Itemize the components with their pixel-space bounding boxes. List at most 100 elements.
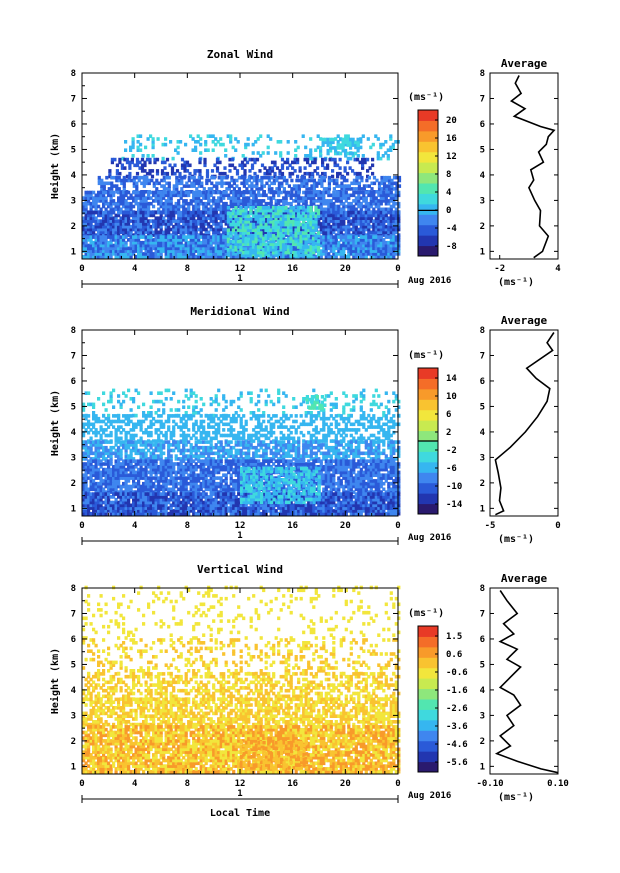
y-tick-label: 1 (71, 247, 76, 257)
x-tick-label: 8 (185, 264, 190, 274)
y-tick-label: 6 (71, 120, 76, 130)
y-tick-label: 6 (71, 635, 76, 645)
colorbar-segment (418, 224, 438, 236)
date-marker: 1 (237, 274, 242, 284)
colorbar-segment (418, 172, 438, 184)
colorbar-segment (418, 657, 438, 669)
colorbar-tick-label: 4 (446, 188, 452, 198)
colorbar-segment (418, 751, 438, 763)
colorbar-tick-label: 14 (446, 374, 457, 384)
profile-y-tick-label: 1 (480, 504, 485, 514)
panel-title: Meridional Wind (190, 305, 289, 318)
x-tick-label: 12 (235, 521, 246, 531)
colorbar-tick-label: -2.6 (446, 704, 468, 714)
profile-frame (489, 587, 559, 775)
colorbar-segment (418, 162, 438, 174)
colorbar-segment (418, 141, 438, 153)
profile-y-tick-label: 3 (480, 453, 485, 463)
profile-y-tick-label: 4 (480, 686, 486, 696)
colorbar-segment (418, 461, 438, 473)
colorbar-unit: (ms⁻¹) (408, 350, 444, 361)
profile-y-tick-label: 5 (480, 145, 485, 155)
x-tick-label: 16 (287, 264, 298, 274)
colorbar (418, 368, 438, 515)
profile-frame (489, 329, 559, 517)
x-tick-label: 16 (287, 521, 298, 531)
profile-y-tick-label: 4 (480, 171, 486, 181)
x-tick-label: 0 (395, 521, 400, 531)
colorbar-segment (418, 667, 438, 679)
colorbar-segment (418, 183, 438, 194)
profile-y-tick-label: 2 (480, 737, 485, 747)
colorbar-segment (418, 719, 438, 731)
profile-line (494, 332, 555, 516)
x-tick-label: 0 (395, 779, 400, 789)
colorbar-tick-label: -4 (446, 224, 457, 234)
colorbar-segment (418, 472, 438, 484)
x-tick-label: 20 (340, 521, 351, 531)
colorbar-tick-label: 16 (446, 134, 457, 144)
colorbar-tick-label: -3.6 (446, 722, 468, 732)
colorbar-frame (417, 109, 439, 257)
x-tick-label: 0 (79, 521, 84, 531)
colorbar-tick-label: -4.6 (446, 740, 468, 750)
date-label: Aug 2016 (408, 276, 451, 286)
colorbar-segment (418, 409, 438, 421)
colorbar-segment (418, 388, 438, 400)
colorbar-tick-label: 10 (446, 392, 457, 402)
y-tick-label: 2 (71, 222, 76, 232)
colorbar-segment (418, 368, 438, 379)
x-tick-label: 16 (287, 779, 298, 789)
profile-y-tick-label: 8 (480, 326, 485, 336)
colorbar-tick-label: -0.6 (446, 668, 468, 678)
profile-y-tick-label: 7 (480, 609, 485, 619)
colorbar-segment (418, 688, 438, 700)
colorbar-segment (418, 235, 438, 247)
y-tick-label: 4 (71, 428, 77, 438)
heatmap-cells (82, 134, 402, 259)
colorbar-segment (418, 451, 438, 463)
profile-y-tick-label: 8 (480, 584, 485, 594)
colorbar-segment (418, 636, 438, 648)
profile-x-label: (ms⁻¹) (498, 277, 534, 288)
profile-y-tick-label: 5 (480, 402, 485, 412)
colorbar-segment (418, 430, 438, 442)
profile-y-tick-label: 7 (480, 351, 485, 361)
colorbar-segment (418, 110, 438, 121)
y-tick-label: 5 (71, 402, 76, 412)
x-tick-label: 4 (132, 521, 138, 531)
colorbar-unit: (ms⁻¹) (408, 608, 444, 619)
profile-y-tick-label: 3 (480, 196, 485, 206)
profile-y-tick-label: 5 (480, 660, 485, 670)
profile-title: Average (501, 314, 548, 327)
colorbar-segment (418, 120, 438, 132)
y-tick-label: 5 (71, 660, 76, 670)
y-tick-label: 4 (71, 686, 77, 696)
colorbar-segment (418, 399, 438, 411)
colorbar-segment (418, 130, 438, 142)
profile-x-tick-label: 4 (555, 264, 561, 274)
y-axis-label: Height (km) (49, 648, 61, 714)
profile-y-tick-label: 2 (480, 222, 485, 232)
y-tick-label: 3 (71, 453, 76, 463)
colorbar-segment (418, 193, 438, 205)
profile-y-tick-label: 6 (480, 377, 485, 387)
colorbar-segment (418, 482, 438, 494)
colorbar-segment (418, 378, 438, 390)
colorbar-segment (418, 245, 438, 257)
x-axis-label: Local Time (210, 807, 270, 819)
y-tick-label: 5 (71, 145, 76, 155)
profile-x-tick-label: -2 (494, 264, 505, 274)
profile-x-tick-label: -5 (485, 521, 496, 531)
date-marker: 1 (237, 789, 242, 799)
colorbar-tick-label: -1.6 (446, 686, 468, 696)
profile-x-label: (ms⁻¹) (498, 792, 534, 803)
panel-title: Vertical Wind (197, 563, 283, 576)
colorbar-tick-label: 6 (446, 410, 451, 420)
colorbar-segment (418, 699, 438, 710)
x-tick-label: 12 (235, 779, 246, 789)
profile-line (509, 75, 556, 259)
x-tick-label: 20 (340, 264, 351, 274)
